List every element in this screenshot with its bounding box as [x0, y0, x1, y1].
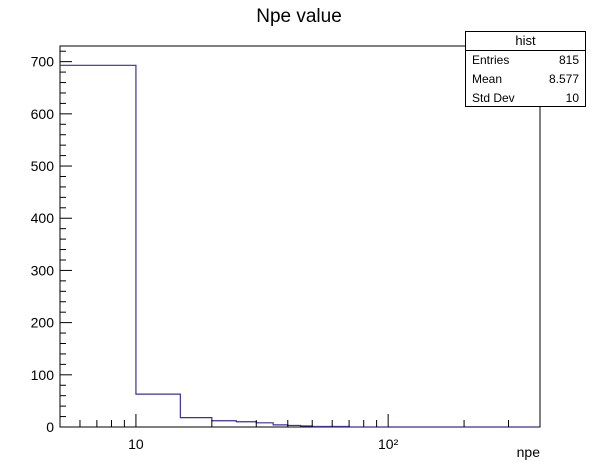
stats-box-title: hist: [466, 32, 585, 51]
y-tick-label: 200: [31, 315, 55, 331]
y-tick-label: 700: [31, 54, 55, 70]
y-tick-label: 0: [46, 419, 54, 435]
stats-value-entries: 815: [558, 53, 579, 67]
x-axis-label: npe: [517, 444, 541, 460]
stats-row-entries: Entries 815: [466, 51, 585, 70]
y-tick-label: 600: [31, 106, 55, 122]
histogram-outline: [60, 64, 540, 428]
stats-row-mean: Mean 8.577: [466, 70, 585, 89]
y-tick-label: 500: [31, 158, 55, 174]
stats-box: hist Entries 815 Mean 8.577 Std Dev 10: [465, 31, 586, 107]
x-tick-label: 10²: [378, 436, 399, 452]
y-tick-label: 300: [31, 262, 55, 278]
y-tick-label: 400: [31, 210, 55, 226]
plot-frame: [59, 45, 541, 428]
stats-label-mean: Mean: [472, 72, 503, 86]
stats-row-stddev: Std Dev 10: [466, 89, 585, 108]
y-tick-label: 100: [31, 367, 55, 383]
stats-label-entries: Entries: [472, 53, 510, 67]
stats-label-stddev: Std Dev: [472, 91, 515, 105]
x-tick-label: 10: [128, 436, 144, 452]
stats-value-mean: 8.577: [548, 72, 579, 86]
stats-value-stddev: 10: [565, 91, 579, 105]
chart-title: Npe value: [256, 6, 342, 27]
